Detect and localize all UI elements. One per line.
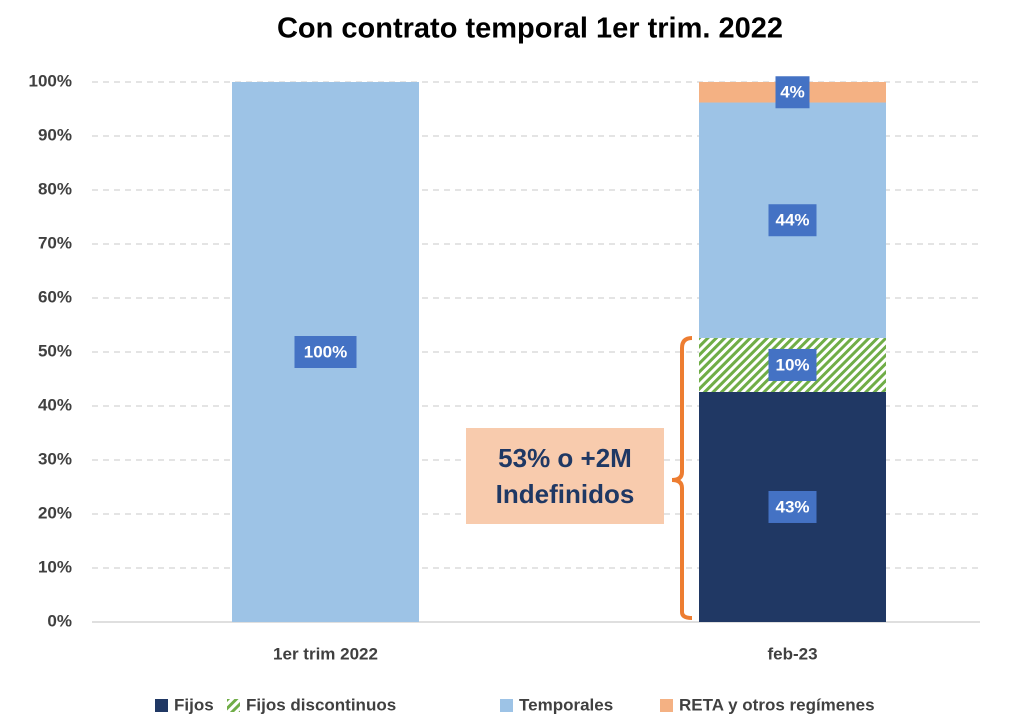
annotation: 53% o +2M	[498, 443, 632, 473]
legend-swatch	[227, 699, 240, 712]
value-label-box	[768, 204, 817, 237]
y-tick-label: 80%	[38, 179, 72, 198]
legend-swatch	[660, 699, 673, 712]
chart-title: Con contrato temporal 1er trim. 2022	[277, 13, 783, 45]
annotation-box	[466, 428, 664, 524]
legend-swatch	[155, 699, 168, 712]
value-label: 4%	[780, 83, 805, 102]
y-tick-label: 30%	[38, 449, 72, 468]
legend-label: Fijos discontinuos	[246, 695, 396, 714]
value-label: 100%	[304, 342, 347, 361]
value-label: 10%	[775, 355, 809, 374]
value-label: 43%	[775, 497, 809, 516]
y-tick-label: 0%	[47, 611, 72, 630]
legend-label: RETA y otros regímenes	[679, 695, 875, 714]
x-tick-label: 1er trim 2022	[273, 644, 378, 663]
y-tick-label: 20%	[38, 503, 72, 522]
legend-swatch	[500, 699, 513, 712]
annotation: Indefinidos	[496, 479, 635, 509]
value-label-box	[775, 76, 810, 109]
y-tick-label: 100%	[29, 71, 72, 90]
y-tick-label: 10%	[38, 557, 72, 576]
y-tick-label: 50%	[38, 341, 72, 360]
y-tick-label: 60%	[38, 287, 72, 306]
x-tick-label: feb-23	[767, 644, 817, 663]
value-label: 44%	[775, 211, 809, 230]
value-label-box	[768, 348, 817, 381]
y-tick-label: 90%	[38, 125, 72, 144]
legend-label: Temporales	[519, 695, 613, 714]
legend-label: Fijos	[174, 695, 214, 714]
y-tick-label: 70%	[38, 233, 72, 252]
y-tick-label: 40%	[38, 395, 72, 414]
value-label-box	[294, 336, 357, 368]
brace	[671, 335, 693, 620]
value-label-box	[768, 490, 817, 523]
